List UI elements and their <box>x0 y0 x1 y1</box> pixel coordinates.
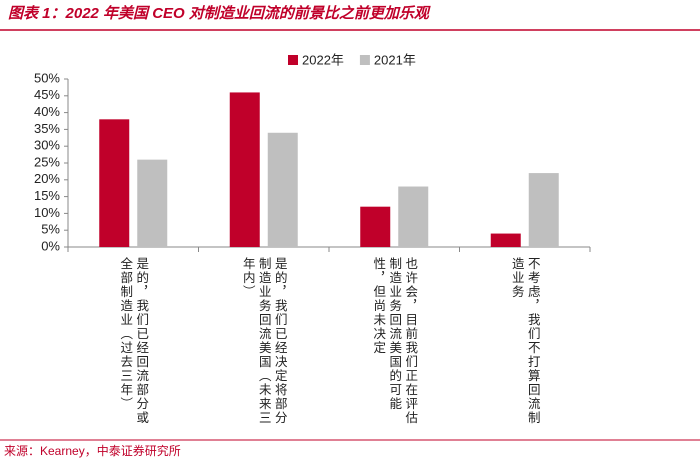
y-tick-label: 40% <box>34 104 60 119</box>
bar <box>490 233 521 247</box>
x-tick-label: 也许会，目前我们正在评估制造业务回流美国的可能性，但尚未决定 <box>371 257 419 425</box>
bar <box>267 132 298 247</box>
legend-swatch <box>288 55 298 65</box>
source: 来源：Kearney，中泰证券研究所 <box>4 443 181 458</box>
chart-title: 图表 1：2022 年美国 CEO 对制造业回流的前景比之前更加乐观 <box>8 4 431 22</box>
legend-label: 2021年 <box>374 52 416 67</box>
y-tick-label: 0% <box>41 238 60 253</box>
bar <box>137 159 168 247</box>
bar <box>99 119 130 247</box>
x-tick-label: 不考虑，我们不打算回流制造业务 <box>509 257 541 425</box>
bar <box>360 206 391 247</box>
x-tick-label: 是的，我们已经回流部分或全部制造业（过去三年） <box>118 257 150 425</box>
y-tick-label: 45% <box>34 87 60 102</box>
bar <box>528 173 559 247</box>
y-tick-label: 25% <box>34 154 60 169</box>
x-tick-label: 是的，我们已经决定将部分制造业务回流美国（未来三年内） <box>240 257 288 425</box>
legend-label: 2022年 <box>302 52 344 67</box>
y-tick-label: 50% <box>34 70 60 85</box>
y-tick-label: 35% <box>34 121 60 136</box>
legend-swatch <box>359 55 370 65</box>
y-tick-label: 10% <box>34 205 60 220</box>
bar <box>398 186 429 247</box>
y-tick-label: 30% <box>34 138 60 153</box>
y-tick-label: 15% <box>34 188 60 203</box>
y-tick-label: 5% <box>41 222 60 237</box>
bar <box>229 92 260 247</box>
y-tick-label: 20% <box>34 171 60 186</box>
